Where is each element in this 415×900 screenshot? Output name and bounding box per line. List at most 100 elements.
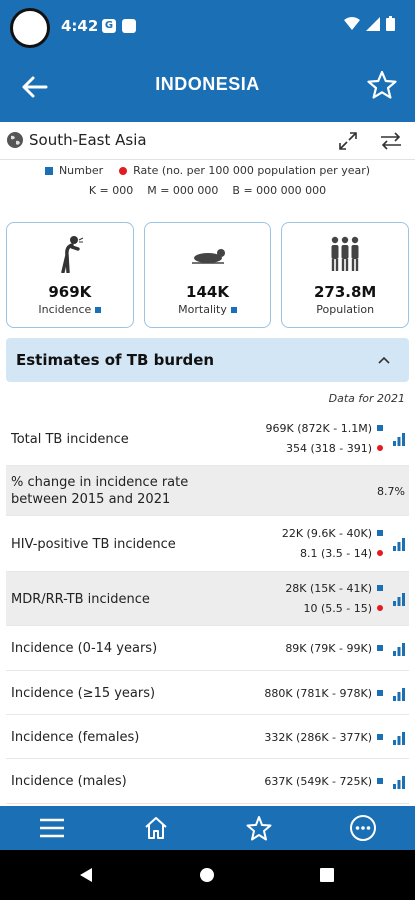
bar-chart-icon[interactable]	[392, 642, 406, 656]
number-marker	[377, 585, 383, 591]
population-value: 273.8M	[313, 283, 377, 301]
change-value: 8.7%	[377, 484, 405, 498]
section-title: Estimates of TB burden	[16, 351, 215, 369]
favorites-button[interactable]	[244, 813, 274, 843]
mortality-card[interactable]: 144K Mortality	[143, 222, 272, 328]
wifi-icon	[344, 16, 360, 30]
rate-marker	[377, 445, 383, 451]
number-value: 637K (549K - 725K)	[264, 774, 372, 788]
number-marker	[377, 425, 383, 431]
row-values: 89K (79K - 99K)	[285, 638, 383, 658]
number-value: 89K (79K - 99K)	[285, 641, 372, 655]
table-row[interactable]: Incidence (females) 332K (286K - 377K)	[6, 715, 409, 759]
bar-chart-icon[interactable]	[392, 731, 406, 745]
status-right	[344, 16, 395, 31]
home-icon	[144, 817, 167, 839]
people-group-icon	[331, 236, 359, 271]
number-marker	[95, 306, 102, 313]
battery-icon	[386, 16, 395, 31]
menu-button[interactable]	[37, 813, 67, 843]
menu-icon	[39, 818, 64, 838]
table-row[interactable]: Incidence (males) 637K (549K - 725K)	[6, 759, 409, 804]
number-marker	[377, 690, 383, 696]
bar-chart-icon[interactable]	[392, 537, 406, 551]
number-legend-label: Number	[58, 164, 104, 177]
number-marker	[230, 306, 237, 313]
avatar	[10, 8, 50, 48]
globe-icon	[7, 132, 23, 148]
page-title: INDONESIA	[155, 74, 260, 94]
home-button[interactable]	[141, 813, 171, 843]
table-row[interactable]: Total TB incidence 969K (872K - 1.1M) 35…	[6, 412, 409, 466]
number-value: 969K (872K - 1.1M)	[265, 421, 372, 435]
more-icon	[350, 815, 377, 841]
bar-chart-icon[interactable]	[392, 592, 406, 606]
rate-value: 8.1 (3.5 - 14)	[299, 546, 372, 560]
mortality-value: 144K	[186, 283, 229, 301]
table-row[interactable]: Incidence (≥15 years) 880K (781K - 978K)	[6, 671, 409, 715]
number-value: 22K (9.6K - 40K)	[281, 526, 372, 540]
incidence-value: 969K	[48, 283, 92, 301]
row-label: HIV-positive TB incidence	[11, 537, 176, 552]
number-value: 332K (286K - 377K)	[264, 730, 372, 744]
data-year-note: Data for 2021	[328, 392, 405, 405]
row-label: Incidence (0-14 years)	[11, 641, 158, 656]
table-row[interactable]: Incidence (0-14 years) 89K (79K - 99K)	[6, 626, 409, 671]
star-icon	[246, 816, 272, 841]
rate-value: 354 (318 - 391)	[285, 441, 372, 455]
notification-icon	[122, 19, 136, 33]
bar-chart-icon[interactable]	[392, 432, 406, 446]
expand-icon[interactable]	[337, 130, 359, 152]
row-label: Total TB incidence	[11, 432, 129, 447]
number-marker	[377, 734, 383, 740]
bar-chart-icon[interactable]	[392, 775, 406, 789]
number-marker	[377, 778, 383, 784]
recents-square-icon[interactable]	[319, 867, 335, 883]
rate-legend-dot	[119, 166, 128, 175]
row-values: 637K (549K - 725K)	[264, 771, 383, 791]
region-name: South-East Asia	[29, 131, 147, 149]
row-values: 332K (286K - 377K)	[264, 727, 383, 747]
estimates-section-header[interactable]: Estimates of TB burden	[6, 338, 409, 382]
number-marker	[377, 645, 383, 651]
number-value: 28K (15K - 41K)	[285, 581, 372, 595]
table-row[interactable]: HIV-positive TB incidence 22K (9.6K - 40…	[6, 516, 409, 572]
app-bar: INDONESIA	[0, 54, 415, 122]
lying-person-icon	[191, 249, 225, 264]
cough-person-icon	[61, 236, 84, 273]
back-triangle-icon[interactable]	[78, 867, 94, 883]
swap-arrows-icon[interactable]	[379, 130, 403, 152]
row-label: % change in incidence rate between 2015 …	[11, 475, 189, 507]
rate-marker	[377, 605, 383, 611]
bottom-nav	[0, 806, 415, 850]
table-row[interactable]: % change in incidence rate between 2015 …	[6, 466, 409, 516]
row-values: 8.7%	[377, 481, 405, 501]
row-values: 969K (872K - 1.1M) 354 (318 - 391)	[266, 418, 383, 458]
chevron-up-icon[interactable]	[377, 354, 391, 366]
number-marker	[377, 530, 383, 536]
rate-value: 10 (5.5 - 15)	[303, 601, 372, 615]
row-label: MDR/RR-TB incidence	[11, 592, 150, 607]
arrow-left-icon[interactable]	[18, 70, 52, 104]
table-row[interactable]: MDR/RR-TB incidence 28K (15K - 41K) 10 (…	[6, 572, 409, 626]
summary-cards: 969K Incidence 144K Mortality 273.8M Pop…	[6, 222, 410, 328]
star-outline-icon[interactable]	[365, 68, 399, 102]
rate-legend-label: Rate (no. per 100 000 population per yea…	[133, 164, 371, 177]
bar-chart-icon[interactable]	[392, 687, 406, 701]
region-row: South-East Asia	[0, 122, 415, 160]
incidence-card[interactable]: 969K Incidence	[6, 222, 134, 328]
row-label: Incidence (males)	[11, 774, 127, 789]
population-card[interactable]: 273.8M Population	[281, 222, 410, 328]
home-circle-icon[interactable]	[199, 867, 215, 883]
legend: Number Rate (no. per 100 000 population …	[0, 164, 415, 197]
g-app-icon: G	[102, 19, 116, 33]
incidence-label: Incidence	[38, 303, 92, 316]
number-value: 880K (781K - 978K)	[264, 686, 372, 700]
row-values: 880K (781K - 978K)	[264, 683, 383, 703]
more-button[interactable]	[348, 813, 378, 843]
estimates-table: Total TB incidence 969K (872K - 1.1M) 35…	[6, 412, 409, 804]
row-values: 28K (15K - 41K) 10 (5.5 - 15)	[285, 578, 383, 618]
row-label: Incidence (≥15 years)	[11, 686, 156, 701]
system-nav-bar	[0, 850, 415, 900]
signal-icon	[366, 16, 380, 31]
